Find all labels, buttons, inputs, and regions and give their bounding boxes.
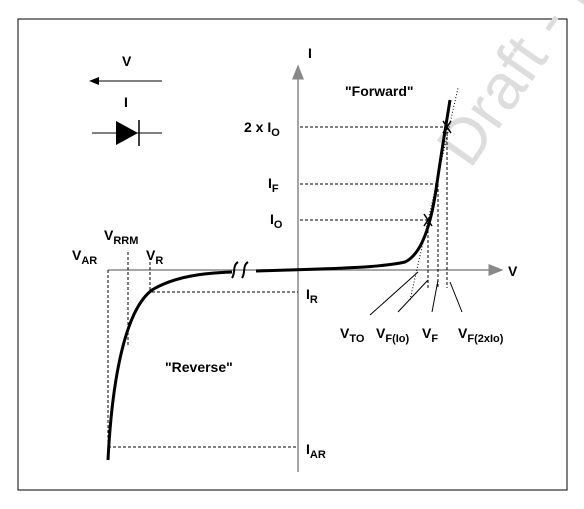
label-vf2io: VF(2xIo)	[458, 325, 504, 345]
legend-i: I	[124, 94, 128, 110]
label-sub: F	[272, 183, 279, 195]
label-io: IO	[270, 211, 283, 231]
label-main: V	[376, 325, 386, 341]
label-vto: VTO	[340, 325, 365, 345]
label-vf: VF	[422, 325, 438, 345]
axis-break	[231, 261, 249, 279]
label-ir: IR	[306, 286, 318, 306]
label-sub: F(2xIo)	[467, 333, 503, 345]
forward-label: "Forward"	[345, 83, 414, 99]
label-sub: AR	[310, 449, 326, 461]
label-main: I	[306, 441, 310, 457]
label-main: V	[422, 325, 432, 341]
reverse-curve	[106, 270, 233, 461]
label-main: V	[340, 325, 350, 341]
label-if: IF	[268, 175, 279, 195]
x-axis-label: V	[508, 263, 518, 279]
label-sub: R	[310, 294, 318, 306]
label-sub: RRM	[113, 235, 138, 247]
label-var: VAR	[72, 247, 97, 267]
diode-triangle	[116, 121, 138, 145]
label-main: I	[270, 211, 274, 227]
label-sub: AR	[81, 255, 97, 267]
y-axis-label: I	[308, 45, 312, 61]
forward-curve	[255, 99, 452, 273]
label-sub: TO	[349, 333, 365, 345]
label-main: 2 x I	[244, 119, 271, 135]
reverse-label: "Reverse"	[165, 359, 233, 375]
label-two-io: 2 x IO	[244, 119, 280, 139]
label-sub: O	[271, 127, 280, 139]
label-main: V	[458, 325, 468, 341]
watermark: Draft - D	[422, 0, 584, 178]
leaders	[369, 271, 463, 316]
label-sub: F	[431, 333, 438, 345]
guides	[107, 126, 448, 448]
label-iar: IAR	[306, 441, 326, 461]
label-vrrm: VRRM	[104, 227, 138, 247]
crosses	[423, 120, 452, 227]
label-main: I	[306, 286, 310, 302]
legend-v: V	[122, 53, 132, 69]
label-sub: F(Io)	[385, 333, 409, 345]
label-sub: R	[155, 255, 163, 267]
label-sub: O	[274, 219, 283, 231]
label-main: I	[268, 175, 272, 191]
label-vfio: VF(Io)	[376, 325, 410, 345]
frame	[17, 18, 568, 491]
label-main: V	[72, 247, 82, 263]
label-main: V	[146, 247, 156, 263]
label-vr: VR	[146, 247, 163, 267]
label-main: V	[104, 227, 114, 243]
